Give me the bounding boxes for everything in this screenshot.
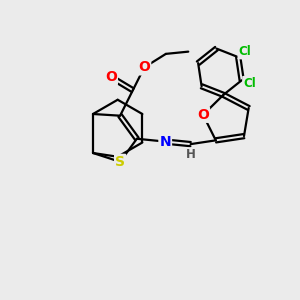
Text: O: O <box>138 60 150 74</box>
Text: Cl: Cl <box>243 77 256 90</box>
Text: Cl: Cl <box>238 45 251 58</box>
Text: O: O <box>197 108 209 122</box>
Text: H: H <box>186 148 196 161</box>
Text: S: S <box>115 155 125 169</box>
Text: O: O <box>105 70 117 84</box>
Text: N: N <box>159 135 171 148</box>
